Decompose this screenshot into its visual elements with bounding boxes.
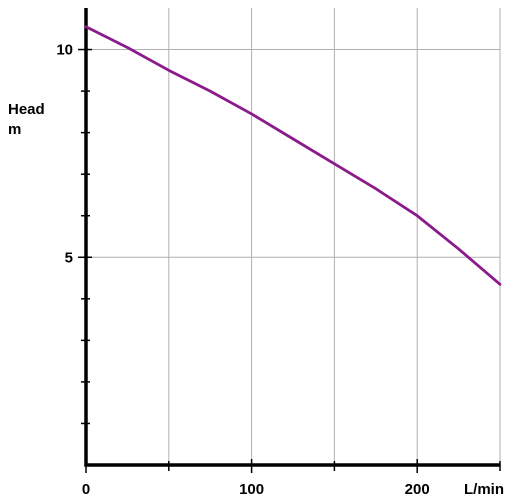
x-tick-label: 200 — [405, 481, 430, 498]
labels: Head m L/min 10 5 0 100 200 — [8, 42, 504, 498]
y-axis-label-line-2: m — [8, 121, 21, 138]
series-line-0 — [86, 27, 500, 285]
gridlines — [86, 8, 500, 465]
x-tick-label: 0 — [82, 481, 90, 498]
y-tick-label: 10 — [56, 42, 73, 59]
y-tick-label: 5 — [65, 249, 73, 266]
series-layer — [86, 27, 500, 285]
y-axis-label-line-1: Head — [8, 101, 45, 118]
axes — [78, 8, 500, 473]
x-axis-label: L/min — [464, 481, 504, 498]
x-tick-label: 100 — [239, 481, 264, 498]
